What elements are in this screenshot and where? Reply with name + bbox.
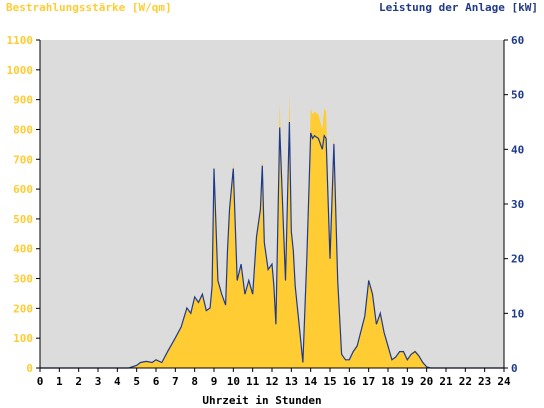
left-tick-label: 900 [13,94,33,107]
x-tick-label: 6 [153,375,160,388]
x-tick-label: 15 [323,375,336,388]
right-tick-label: 40 [511,143,524,156]
x-tick-label: 20 [420,375,433,388]
x-tick-label: 14 [304,375,318,388]
left-tick-label: 1000 [7,64,34,77]
x-tick-label: 5 [133,375,140,388]
x-tick-label: 22 [459,375,472,388]
x-tick-label: 10 [227,375,240,388]
right-tick-label: 0 [511,362,518,375]
right-tick-label: 50 [511,89,524,102]
x-tick-label: 3 [95,375,102,388]
x-axis-title: Uhrzeit in Stunden [202,394,321,407]
x-tick-label: 18 [381,375,394,388]
left-tick-label: 400 [13,243,33,256]
right-tick-label: 10 [511,307,524,320]
left-tick-label: 700 [13,153,33,166]
x-tick-label: 24 [497,375,511,388]
left-tick-label: 800 [13,123,33,136]
irradiance-area [40,93,504,368]
left-tick-label: 200 [13,302,33,315]
x-tick-label: 2 [75,375,82,388]
left-tick-label: 0 [26,362,33,375]
x-tick-label: 21 [439,375,453,388]
right-tick-label: 20 [511,253,524,266]
left-ticks: 0 100 200 300 400 500 600 700 800 900 1000 1100 [7,34,40,375]
x-tick-label: 13 [285,375,298,388]
power-line [40,121,504,369]
x-tick-label: 19 [401,375,414,388]
x-tick-label: 1 [56,375,63,388]
left-tick-label: 300 [13,273,33,286]
x-tick-label: 17 [362,375,375,388]
x-tick-label: 16 [343,375,357,388]
x-tick-label: 11 [246,375,260,388]
left-tick-label: 500 [13,213,33,226]
left-tick-label: 1100 [7,34,34,47]
x-tick-label: 12 [265,375,278,388]
right-ticks: 0 10 20 30 40 50 60 [504,34,524,375]
x-tick-label: 8 [191,375,198,388]
x-ticks: 0 1 2 3 4 5 6 7 8 9 10 11 12 13 14 15 16 17 18 19 20 21 22 23 24 [37,368,511,388]
x-tick-label: 4 [114,375,121,388]
right-tick-label: 30 [511,198,524,211]
right-tick-label: 60 [511,34,524,47]
left-tick-label: 600 [13,183,33,196]
x-tick-label: 23 [478,375,491,388]
left-tick-label: 100 [13,332,33,345]
x-tick-label: 7 [172,375,179,388]
x-tick-label: 0 [37,375,44,388]
left-axis-title: Bestrahlungsstärke [W/qm] [6,1,172,14]
right-axis-title: Leistung der Anlage [kW] [379,1,538,14]
x-tick-label: 9 [211,375,218,388]
